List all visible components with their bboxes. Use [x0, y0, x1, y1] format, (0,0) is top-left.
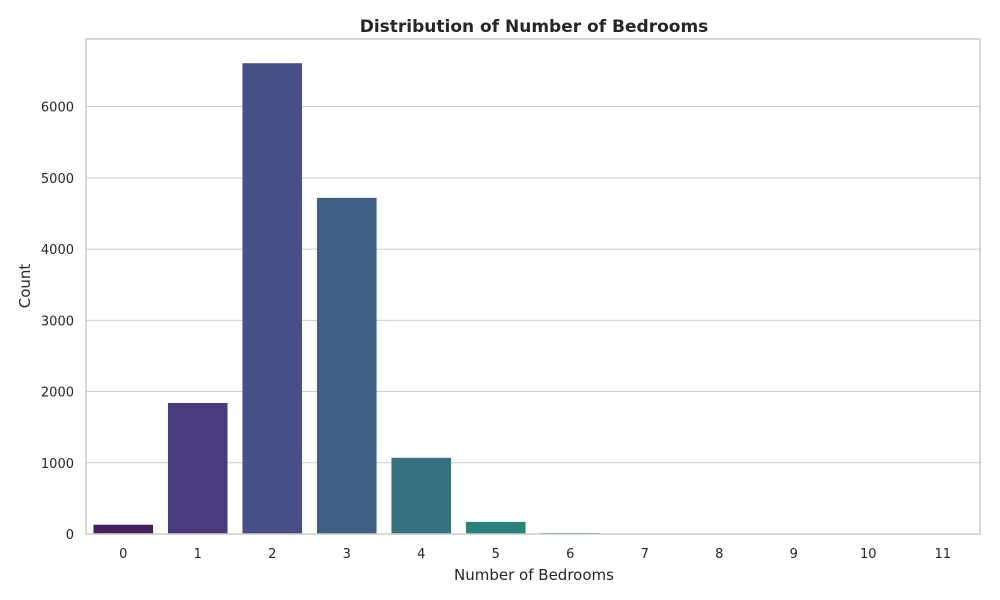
x-tick-label: 2: [268, 547, 276, 562]
x-axis-label: Number of Bedrooms: [454, 566, 614, 584]
x-tick-label: 8: [715, 547, 723, 562]
x-tick-label: 0: [119, 547, 127, 562]
x-tick-label: 1: [194, 547, 202, 562]
bar-3: [316, 197, 377, 534]
x-tick-label: 3: [343, 547, 351, 562]
x-tick-label: 6: [566, 547, 574, 562]
y-tick-label: 6000: [41, 101, 74, 116]
x-tick-label: 9: [790, 547, 798, 562]
y-tick-labels: 0 1000 2000 3000 4000 5000 6000: [41, 101, 74, 543]
x-tick-label: 5: [492, 547, 500, 562]
y-tick-label: 0: [66, 528, 74, 543]
x-tick-labels: 0 1 2 3 4 5 6 7 8 9 10 11: [119, 547, 951, 562]
bar-2: [242, 63, 303, 535]
grid-lines: [86, 106, 980, 464]
y-tick-label: 2000: [41, 386, 74, 401]
bar-0: [93, 524, 154, 534]
x-tick-label: 11: [934, 547, 951, 562]
x-tick-label: 7: [641, 547, 649, 562]
chart-title: Distribution of Number of Bedrooms: [360, 17, 709, 37]
y-tick-label: 4000: [41, 243, 74, 258]
bar-5: [465, 521, 526, 534]
y-tick-label: 5000: [41, 172, 74, 187]
y-tick-label: 1000: [41, 457, 74, 472]
plot-frame: [85, 38, 981, 535]
x-tick-label: 10: [860, 547, 877, 562]
x-tick-label: 4: [417, 547, 425, 562]
bar-1: [167, 402, 228, 534]
bar-4: [391, 457, 452, 534]
y-tick-label: 3000: [41, 314, 74, 329]
bars: [93, 63, 973, 535]
y-axis-label: Count: [16, 264, 34, 309]
